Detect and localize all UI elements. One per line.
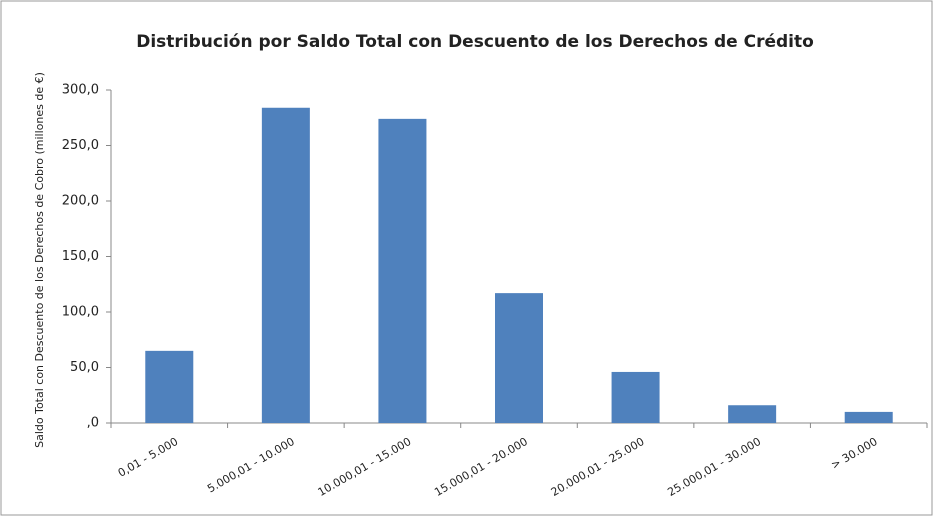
y-tick-label: 100,0 <box>62 305 99 320</box>
y-tick-label: 150,0 <box>62 249 99 264</box>
bar <box>378 118 427 424</box>
chart-title: Distribución por Saldo Total con Descuen… <box>136 32 814 52</box>
bar <box>495 293 543 423</box>
bar <box>145 350 194 423</box>
bar <box>611 371 660 423</box>
bar <box>844 411 893 423</box>
bar <box>261 107 310 423</box>
y-tick-label: ,0 <box>87 416 99 431</box>
y-axis-label: Saldo Total con Descuento de los Derecho… <box>33 72 46 448</box>
y-tick-label: 250,0 <box>62 138 99 153</box>
y-tick-label: 300,0 <box>62 83 99 98</box>
y-tick-label: 200,0 <box>62 194 99 209</box>
y-tick-label: 50,0 <box>70 360 99 375</box>
bar <box>728 405 777 423</box>
